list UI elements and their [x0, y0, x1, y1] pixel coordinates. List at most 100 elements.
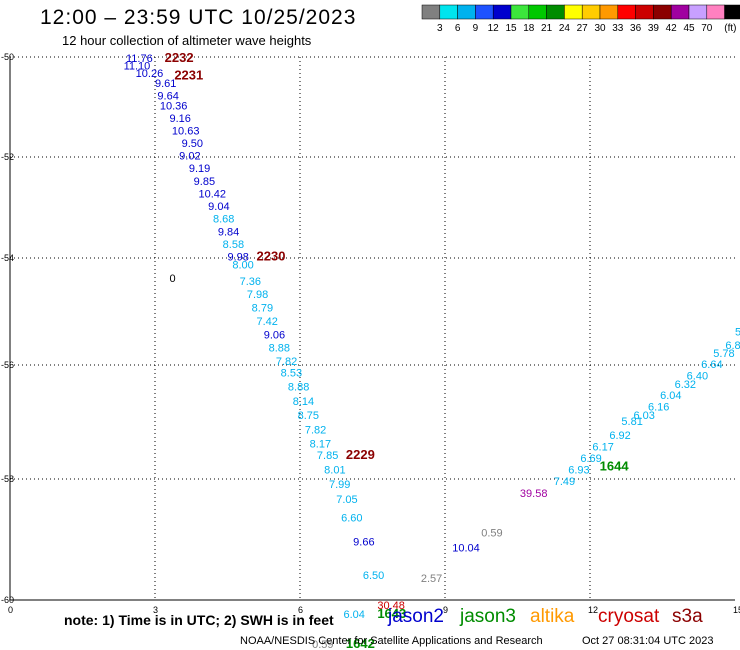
wave-height-label: 7.82 — [276, 356, 297, 368]
wave-height-label: 5.81 — [621, 416, 642, 428]
chart-subtitle: 12 hour collection of altimeter wave hei… — [62, 33, 312, 48]
wave-height-label: 9.02 — [179, 151, 200, 163]
pass-number-label: 2230 — [257, 249, 286, 264]
legend-label: 30 — [594, 23, 606, 34]
wave-height-label: 6.40 — [687, 370, 708, 382]
wave-height-label: 10.04 — [452, 543, 480, 555]
legend-swatch — [724, 4, 740, 20]
wave-height-label: 8.88 — [269, 343, 290, 355]
legend-swatch — [510, 4, 530, 20]
satellite-jason3: jason3 — [460, 606, 516, 627]
wave-height-label: 6.92 — [609, 430, 630, 442]
satellite-s3a: s3a — [672, 606, 703, 627]
legend-swatch — [457, 4, 476, 20]
legend-label: 42 — [666, 23, 678, 34]
legend-label: 12 — [488, 23, 500, 34]
y-tick-label: -54 — [1, 253, 14, 263]
legend-label: 45 — [683, 23, 695, 34]
x-tick-label: 6 — [298, 605, 303, 615]
wave-height-label: 7.42 — [257, 316, 278, 328]
legend-swatch — [653, 4, 672, 20]
wave-height-label: 7.49 — [554, 476, 575, 488]
satellite-altika: altika — [530, 606, 575, 627]
wave-height-label: 9.84 — [218, 226, 239, 238]
wave-height-label: 6.16 — [648, 402, 669, 414]
wave-height-label: 9.85 — [194, 176, 215, 188]
wave-height-label: 6.69 — [580, 453, 601, 465]
legend-swatch — [617, 4, 636, 20]
wave-height-label: 8.88 — [288, 382, 309, 394]
wave-height-label: 8.00 — [232, 260, 253, 272]
legend-swatch — [581, 4, 601, 20]
legend-swatch — [670, 4, 690, 20]
pass-number-label: 2231 — [174, 68, 203, 83]
wave-height-label: 5. — [735, 327, 740, 339]
legend-swatch — [688, 4, 708, 20]
wave-height-label: 9.66 — [353, 537, 374, 549]
wave-height-label: 9.64 — [157, 91, 178, 103]
wave-height-label: 10.36 — [160, 101, 188, 113]
wave-height-label: 9.50 — [182, 138, 203, 150]
legend-label: 3 — [437, 23, 443, 34]
wave-height-label: 6.04 — [344, 609, 365, 621]
wave-height-label: 9.98 — [228, 252, 249, 264]
wave-height-label: 6.64 — [701, 359, 722, 371]
legend-unit: (ft) — [724, 23, 736, 34]
footer-agency: NOAA/NESDIS Center for Satellite Applica… — [240, 635, 543, 647]
wave-height-label: 6.17 — [592, 442, 613, 454]
x-tick-label: 0 — [8, 605, 13, 615]
legend-label: 15 — [505, 23, 517, 34]
wave-height-label: 7.05 — [336, 494, 357, 506]
y-tick-label: -50 — [1, 52, 14, 62]
wave-height-label: 9.04 — [208, 201, 229, 213]
wave-height-label: 39.58 — [520, 488, 548, 500]
wave-height-label: 10.63 — [172, 126, 200, 138]
wave-height-label: 7.36 — [240, 276, 261, 288]
wave-height-label: 10.26 — [136, 68, 164, 80]
legend-label: 36 — [630, 23, 642, 34]
wave-height-label: 6.60 — [341, 512, 362, 524]
legend-label: 39 — [648, 23, 660, 34]
wave-height-label: 0.59 — [481, 527, 502, 539]
wave-height-label: 7.98 — [247, 289, 268, 301]
y-tick-label: -60 — [1, 595, 14, 605]
legend-label: 27 — [577, 23, 589, 34]
wave-height-label: 6.93 — [568, 464, 589, 476]
wave-height-label: 8.58 — [223, 239, 244, 251]
legend-swatch — [546, 4, 565, 20]
legend-swatch — [528, 4, 547, 20]
legend-swatch — [706, 4, 725, 20]
wave-height-label: 6.32 — [675, 379, 696, 391]
grid-lines — [10, 56, 735, 601]
legend-swatch — [421, 4, 441, 20]
y-tick-label: -56 — [1, 360, 14, 370]
pass-number-label: 1642 — [346, 636, 375, 650]
chart-title: 12:00 – 23:59 UTC 10/25/2023 — [40, 6, 357, 29]
legend-label: 6 — [455, 23, 461, 34]
wave-height-label: 11.10 — [124, 61, 151, 73]
wave-height-label: 9.06 — [264, 329, 285, 341]
wave-height-label: 8.01 — [324, 464, 345, 476]
color-legend: 3 6 9 12 15 18 21 24 27 30 33 36 39 42 45 70 (ft) — [421, 4, 740, 34]
legend-label: 70 — [701, 23, 713, 34]
footnote: note: 1) Time is in UTC; 2) SWH is in fe… — [64, 612, 334, 628]
legend-swatch — [439, 4, 458, 20]
legend-label: 21 — [541, 23, 553, 34]
y-tick-label: -52 — [1, 152, 14, 162]
wave-height-label: 8.17 — [310, 439, 331, 451]
wave-height-label: 8.53 — [281, 367, 302, 379]
wave-height-label: 7.82 — [305, 424, 326, 436]
wave-height-label: 10.42 — [199, 188, 227, 200]
data-points: 11.7611.1010.269.619.6410.369.1610.639.5… — [124, 50, 740, 650]
wave-height-label: 6.88 — [725, 340, 740, 352]
axes: 0 3 6 9 12 15 -50 -52 -54 -56 -58 -60 — [1, 52, 740, 615]
legend-swatch — [599, 4, 619, 20]
wave-height-label: 11.76 — [126, 53, 153, 65]
wave-height-label: 9.61 — [155, 78, 176, 90]
legend-label: 24 — [559, 23, 571, 34]
satellite-jason2: jason2 — [388, 606, 444, 627]
wave-height-label: 5.78 — [713, 348, 734, 360]
x-tick-label: 15 — [733, 605, 740, 615]
legend-label: 18 — [523, 23, 535, 34]
